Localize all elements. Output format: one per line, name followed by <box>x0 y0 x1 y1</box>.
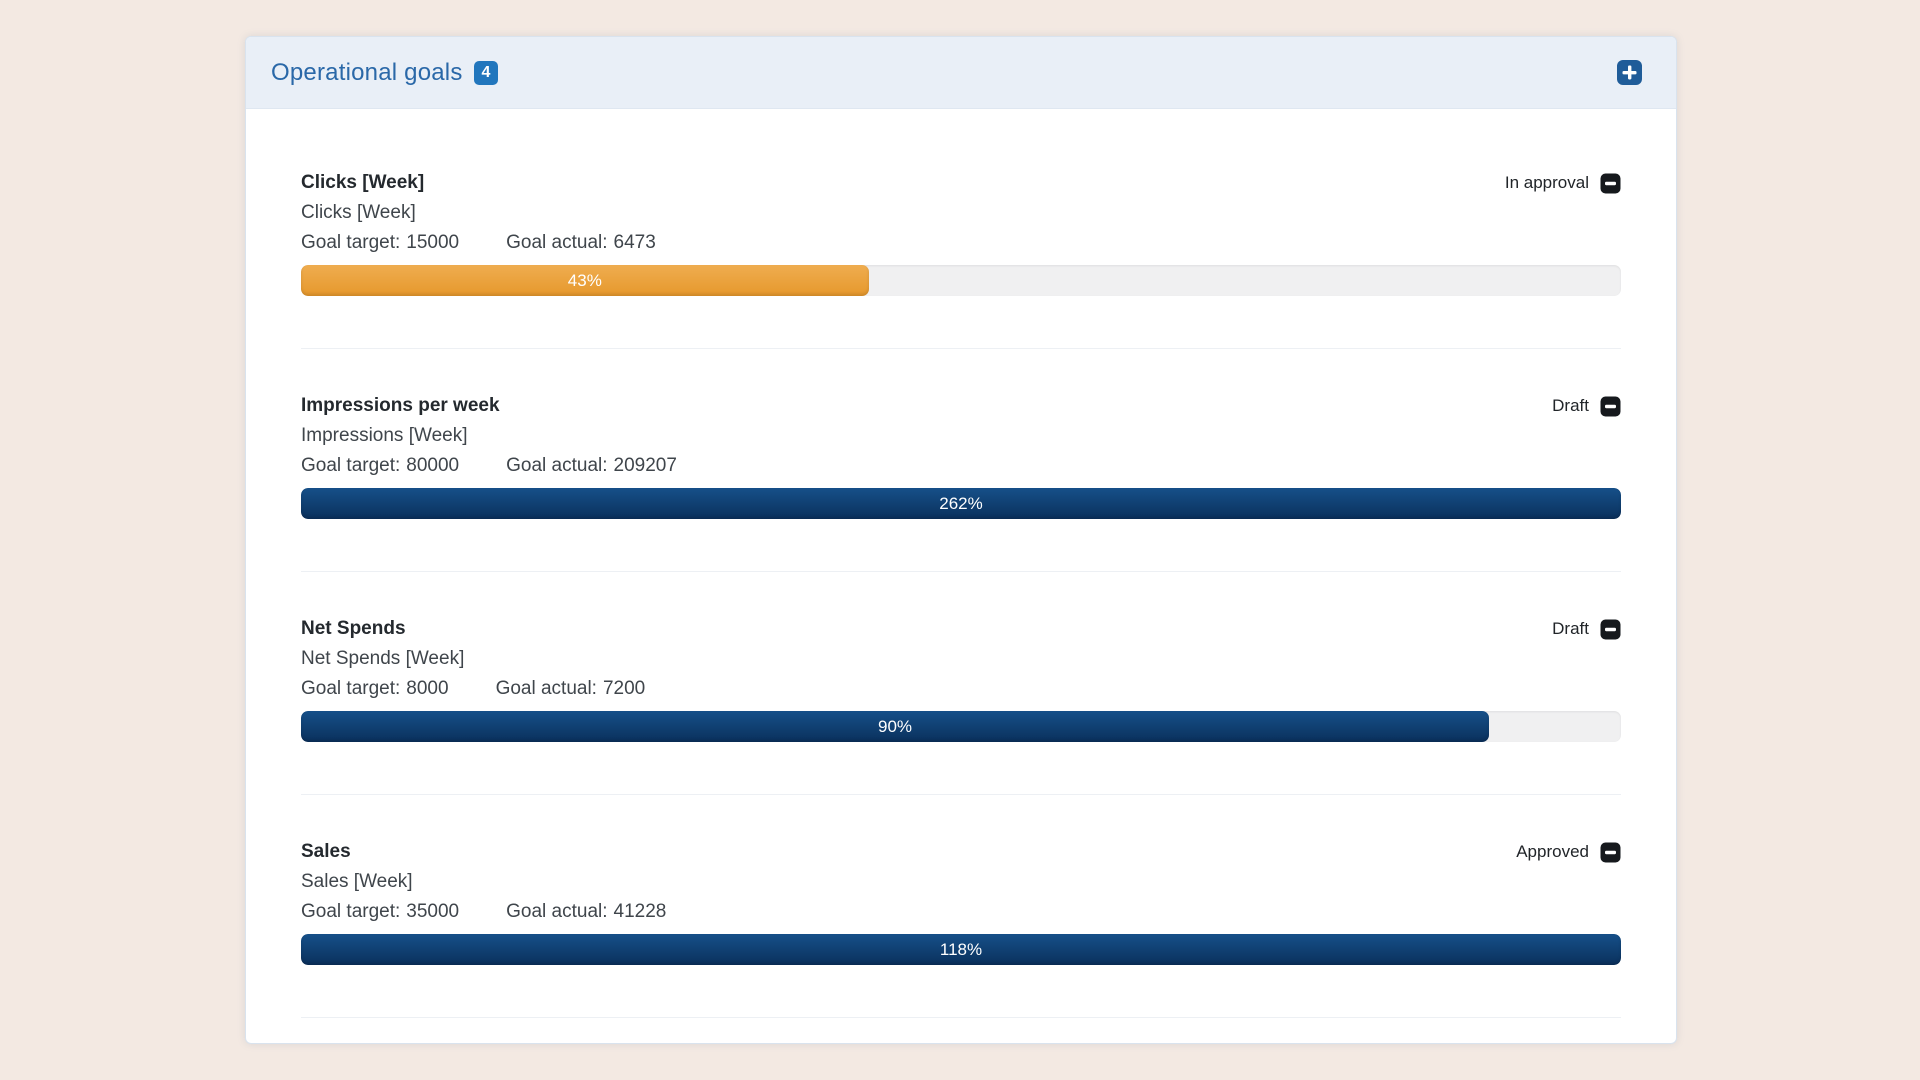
minus-square-icon <box>1600 619 1621 640</box>
remove-goal-button[interactable] <box>1600 619 1621 640</box>
goal-target: Goal target: 15000 <box>301 228 459 258</box>
goal-name: Clicks [Week] <box>301 172 425 193</box>
goal-target-value: 80000 <box>406 455 460 476</box>
add-goal-button[interactable] <box>1616 59 1643 86</box>
goal-actual: Goal actual: 41228 <box>506 897 666 927</box>
progress-track: 118% <box>301 934 1621 965</box>
progress-track: 262% <box>301 488 1621 519</box>
goal-target-label: Goal target: <box>301 232 401 253</box>
progress-fill: 262% <box>301 488 1621 519</box>
goal-status-group: In approval <box>1505 173 1621 194</box>
goals-list: Clicks [Week] In approval Clicks [Week] … <box>246 109 1676 1018</box>
progress-fill: 90% <box>301 711 1489 742</box>
panel-title: Operational goals <box>271 58 463 86</box>
goal-actual-label: Goal actual: <box>506 901 608 922</box>
progress-label: 262% <box>939 493 983 513</box>
goal-target-label: Goal target: <box>301 901 401 922</box>
plus-square-icon <box>1616 59 1643 86</box>
progress-fill: 43% <box>301 265 869 296</box>
goal-metric: Net Spends [Week] <box>301 648 465 669</box>
goal-figures-row: Goal target: 15000 Goal actual: 6473 <box>301 228 1621 258</box>
goal-target-label: Goal target: <box>301 455 401 476</box>
goal-figures-row: Goal target: 80000 Goal actual: 209207 <box>301 451 1621 481</box>
goal-actual: Goal actual: 6473 <box>506 228 656 258</box>
goal-target: Goal target: 35000 <box>301 897 459 927</box>
operational-goals-panel: Operational goals 4 Clicks [Week] In app… <box>245 36 1677 1044</box>
goal-target: Goal target: 80000 <box>301 451 459 481</box>
goal-actual-label: Goal actual: <box>506 455 608 476</box>
goal-figures-row: Goal target: 35000 Goal actual: 41228 <box>301 897 1621 927</box>
goal-metric: Sales [Week] <box>301 871 413 892</box>
panel-header: Operational goals 4 <box>246 37 1676 109</box>
goal-card-top-row: Clicks [Week] In approval <box>301 168 1621 198</box>
goal-status-group: Draft <box>1552 619 1621 640</box>
goal-name: Impressions per week <box>301 395 500 416</box>
goal-actual-value: 7200 <box>602 678 646 699</box>
progress-label: 43% <box>567 270 602 290</box>
goal-target: Goal target: 8000 <box>301 674 449 704</box>
progress-label: 118% <box>939 939 983 959</box>
progress-track: 90% <box>301 711 1621 742</box>
remove-goal-button[interactable] <box>1600 173 1621 194</box>
goal-status-group: Draft <box>1552 396 1621 417</box>
goal-actual-label: Goal actual: <box>495 678 597 699</box>
goal-card-top-row: Sales Approved <box>301 837 1621 867</box>
goal-actual-value: 6473 <box>613 232 656 253</box>
goal-card: Sales Approved Sales [Week] Goal target:… <box>301 795 1621 1018</box>
goal-target-label: Goal target: <box>301 678 401 699</box>
goal-count-badge: 4 <box>473 60 499 85</box>
goal-name: Net Spends <box>301 618 406 639</box>
goal-actual: Goal actual: 209207 <box>506 451 677 481</box>
goal-status-label: In approval <box>1504 173 1589 192</box>
minus-square-icon <box>1600 842 1621 863</box>
goal-card: Impressions per week Draft Impressions [… <box>301 349 1621 572</box>
goal-actual-value: 41228 <box>613 901 667 922</box>
goal-status-group: Approved <box>1516 842 1621 863</box>
goal-name: Sales <box>301 841 351 862</box>
minus-square-icon <box>1600 396 1621 417</box>
goal-card: Net Spends Draft Net Spends [Week] Goal … <box>301 572 1621 795</box>
goal-figures-row: Goal target: 8000 Goal actual: 7200 <box>301 674 1621 704</box>
goal-status-label: Draft <box>1552 396 1589 415</box>
goal-target-value: 8000 <box>406 678 449 699</box>
minus-square-icon <box>1600 173 1621 194</box>
goal-actual-value: 209207 <box>613 455 677 476</box>
progress-fill: 118% <box>301 934 1621 965</box>
goal-target-value: 15000 <box>406 232 460 253</box>
goal-actual-label: Goal actual: <box>506 232 608 253</box>
goal-metric: Clicks [Week] <box>301 202 416 223</box>
remove-goal-button[interactable] <box>1600 842 1621 863</box>
remove-goal-button[interactable] <box>1600 396 1621 417</box>
goal-metric: Impressions [Week] <box>301 425 468 446</box>
goal-card-top-row: Impressions per week Draft <box>301 391 1621 421</box>
panel-header-left: Operational goals 4 <box>271 58 499 87</box>
goal-status-label: Draft <box>1552 619 1589 638</box>
goal-target-value: 35000 <box>406 901 460 922</box>
progress-label: 90% <box>877 716 913 736</box>
goal-card-top-row: Net Spends Draft <box>301 614 1621 644</box>
goal-actual: Goal actual: 7200 <box>496 674 646 704</box>
goal-status-label: Approved <box>1516 842 1589 861</box>
goal-card: Clicks [Week] In approval Clicks [Week] … <box>301 126 1621 349</box>
progress-track: 43% <box>301 265 1621 296</box>
